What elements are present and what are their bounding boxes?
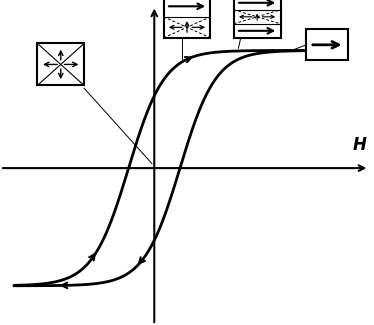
- Bar: [164, 0, 210, 38]
- Bar: [37, 44, 84, 85]
- Text: H: H: [353, 136, 367, 154]
- Bar: [234, 0, 280, 38]
- Bar: [306, 30, 348, 60]
- Text: M: M: [166, 8, 183, 26]
